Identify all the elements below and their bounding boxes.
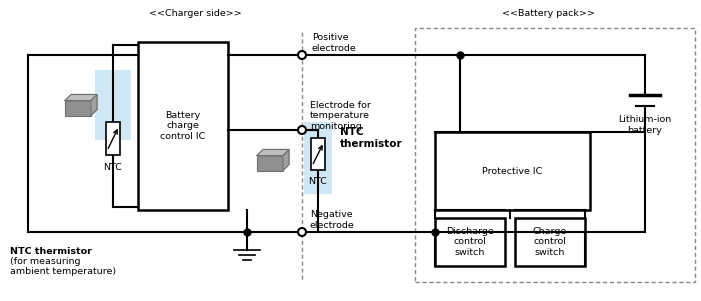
Bar bbox=[138, 42, 228, 210]
Text: Positive
electrode: Positive electrode bbox=[312, 33, 357, 53]
Text: <<Battery pack>>: <<Battery pack>> bbox=[501, 10, 594, 18]
Text: NTC thermistor: NTC thermistor bbox=[10, 247, 92, 256]
Bar bbox=[415, 28, 695, 282]
Bar bbox=[95, 70, 131, 140]
Text: Lithium-ion
battery: Lithium-ion battery bbox=[618, 115, 672, 135]
Polygon shape bbox=[91, 95, 97, 116]
Bar bbox=[304, 122, 332, 194]
Text: ambient temperature): ambient temperature) bbox=[10, 266, 116, 275]
Bar bbox=[435, 218, 505, 266]
Text: Electrode for
temperature
monitoring: Electrode for temperature monitoring bbox=[310, 101, 371, 131]
Text: <<Charger side>>: <<Charger side>> bbox=[149, 10, 241, 18]
Text: Battery
charge
control IC: Battery charge control IC bbox=[161, 111, 205, 141]
Text: thermistor: thermistor bbox=[340, 139, 402, 149]
Text: Discharge
control
switch: Discharge control switch bbox=[446, 227, 494, 257]
Bar bbox=[257, 156, 283, 170]
Text: NTC: NTC bbox=[340, 127, 364, 137]
Polygon shape bbox=[257, 150, 289, 156]
Polygon shape bbox=[65, 95, 97, 101]
Circle shape bbox=[298, 228, 306, 236]
Text: Charge
control
switch: Charge control switch bbox=[533, 227, 567, 257]
Bar bbox=[515, 218, 585, 266]
Bar bbox=[435, 132, 590, 210]
Bar bbox=[106, 122, 120, 155]
Circle shape bbox=[298, 51, 306, 59]
Text: Protective IC: Protective IC bbox=[482, 166, 543, 175]
Bar bbox=[311, 138, 325, 170]
Text: Negative
electrode: Negative electrode bbox=[310, 210, 355, 230]
Circle shape bbox=[298, 126, 306, 134]
Text: NTC: NTC bbox=[308, 178, 327, 187]
Polygon shape bbox=[283, 150, 289, 170]
Text: NTC: NTC bbox=[104, 163, 123, 172]
Text: (for measuring: (for measuring bbox=[10, 256, 81, 265]
Bar bbox=[65, 101, 91, 116]
